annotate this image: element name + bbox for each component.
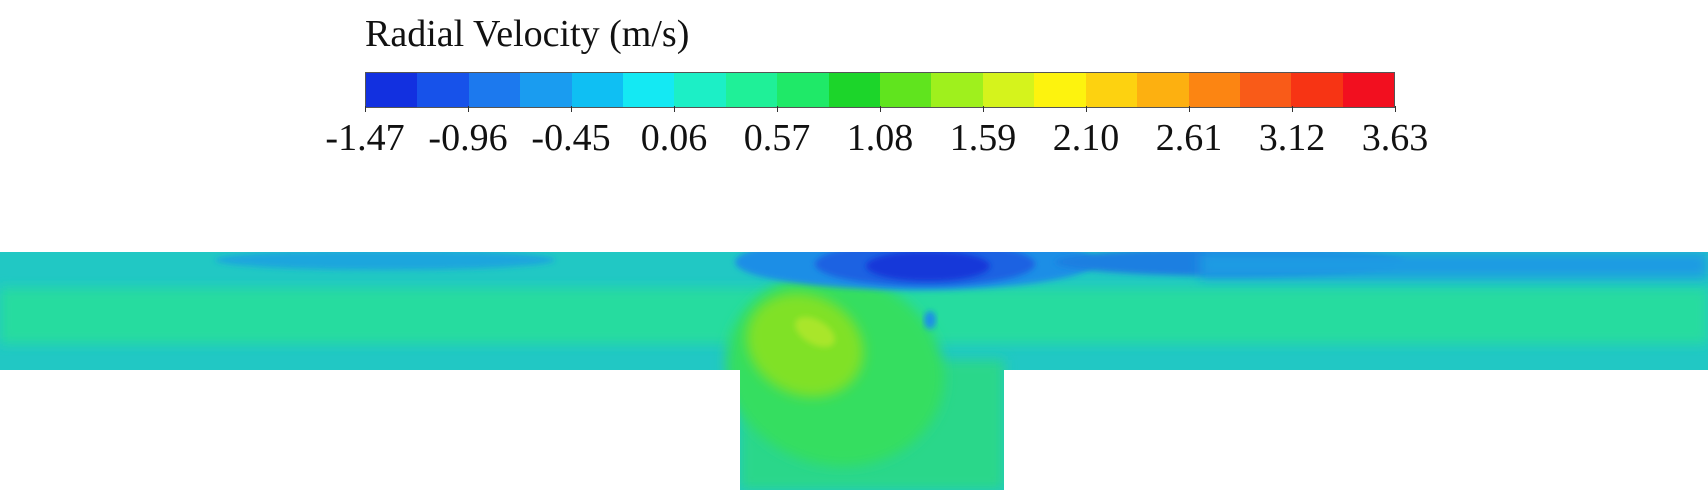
- colorbar-tick-mark: [365, 106, 366, 112]
- upper-left-negative-streak: [215, 252, 555, 270]
- colorbar-tick-label: 2.61: [1155, 117, 1223, 159]
- colorbar-tick-mark: [571, 106, 572, 112]
- colorbar-segment: [828, 73, 881, 107]
- colorbar-segment: [880, 73, 932, 107]
- colorbar-segment: [674, 73, 726, 107]
- colorbar-tick-label: 3.12: [1258, 117, 1326, 159]
- colorbar-tick-label: -0.96: [428, 117, 508, 159]
- colorbar-tick-mark: [1395, 106, 1396, 112]
- colorbar-tick-mark: [1292, 106, 1293, 112]
- colorbar-tick-label: 0.57: [743, 117, 811, 159]
- colorbar-segment: [982, 73, 1035, 107]
- colorbar-segment: [1034, 73, 1086, 107]
- colorbar-segment: [1188, 73, 1240, 107]
- colorbar-tick-mark: [983, 106, 984, 112]
- colorbar-segment: [623, 73, 675, 107]
- colorbar-tick-mark: [674, 106, 675, 112]
- colorbar-tick-mark: [468, 106, 469, 112]
- colorbar-segment: [417, 73, 469, 107]
- right-channel-negative-band: [1200, 252, 1708, 278]
- colorbar-tick-mark: [880, 106, 881, 112]
- colorbar-segment: [468, 73, 521, 107]
- colorbar-tick-label: 1.59: [949, 117, 1017, 159]
- colorbar-segment: [777, 73, 829, 107]
- colorbar-segment: [1137, 73, 1189, 107]
- velocity-contour-plot: [0, 252, 1708, 490]
- colorbar-tick-label: -0.45: [531, 117, 611, 159]
- colorbar-segment: [1291, 73, 1343, 107]
- colorbar-segment: [1239, 73, 1292, 107]
- recirculation-peak-zone: [795, 316, 835, 348]
- colorbar-segment: [931, 73, 983, 107]
- colorbar-tick-label: 3.63: [1361, 117, 1429, 159]
- colorbar-tick-mark: [777, 106, 778, 112]
- colorbar-tick-mark: [1086, 106, 1087, 112]
- colorbar-segment: [571, 73, 624, 107]
- colorbar-tick-label: 0.06: [640, 117, 708, 159]
- colorbar-segment: [1085, 73, 1138, 107]
- cavity-corner-spot: [924, 311, 936, 329]
- legend-title: Radial Velocity (m/s): [365, 13, 690, 55]
- colorbar-tick-labels: -1.47 -0.96 -0.45 0.06 0.57 1.08 1.59 2.10 2.61 3…: [0, 0, 1708, 200]
- colorbar-segment: [1342, 73, 1395, 107]
- colorbar-tick-label: -1.47: [325, 117, 405, 159]
- colorbar-tick-label: 2.10: [1052, 117, 1120, 159]
- upper-center-negative-zone-core: [866, 252, 990, 281]
- colorbar-tick-mark: [1189, 106, 1190, 112]
- colorbar-tick-label: 1.08: [846, 117, 914, 159]
- colorbar-segment: [520, 73, 572, 107]
- colorbar-segment: [366, 73, 418, 107]
- recirculation-lime-zone: [746, 293, 864, 397]
- colorbar-segment: [725, 73, 778, 107]
- colorbar: [365, 72, 1395, 108]
